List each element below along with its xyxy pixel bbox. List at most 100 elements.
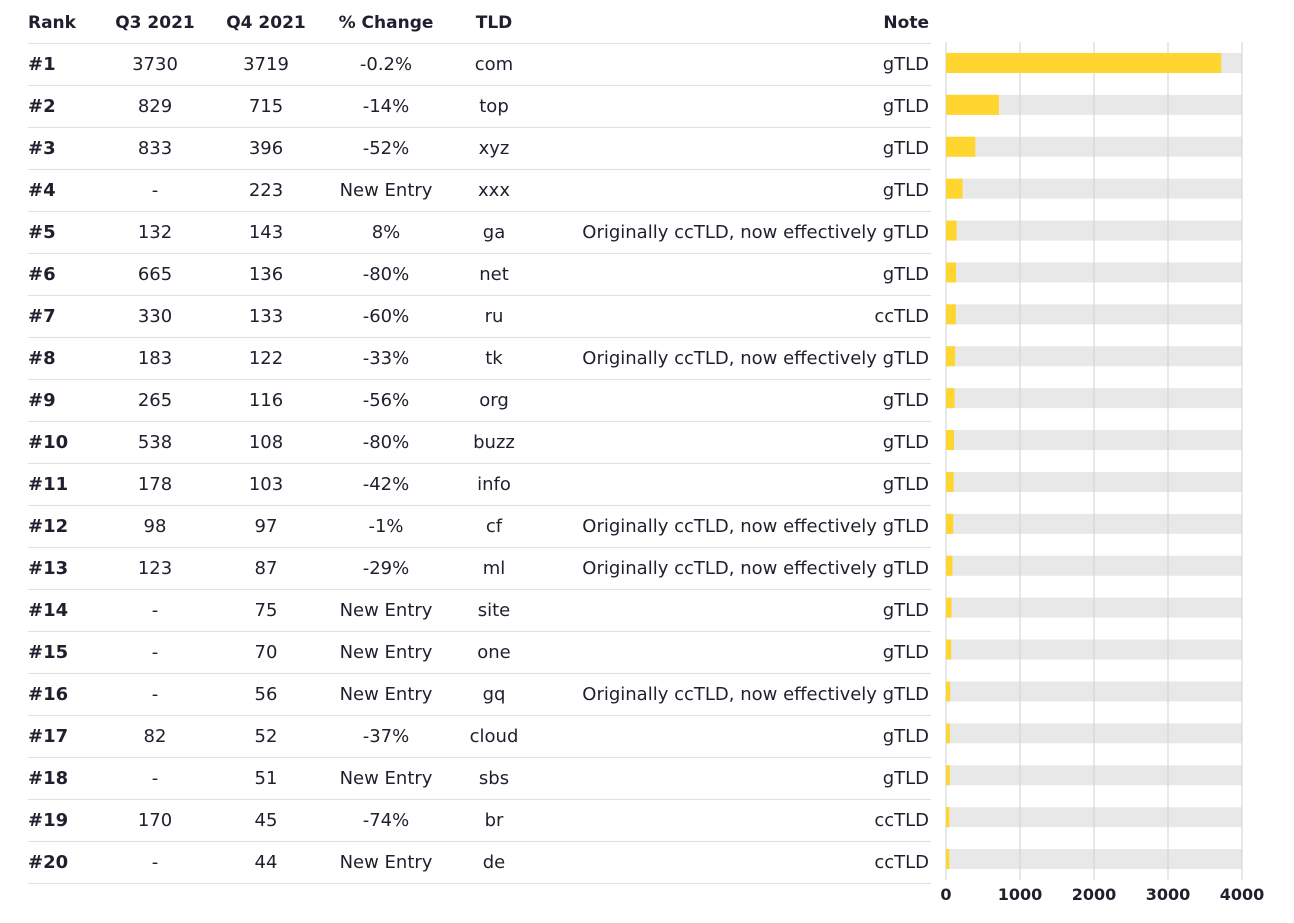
cell-note: gTLD [538, 169, 931, 213]
cell-change: -56% [322, 379, 450, 423]
cell-rank: #4 [28, 169, 100, 213]
cell-tld: ga [450, 211, 538, 255]
bar-one [946, 639, 952, 660]
tld-ranking-table: Rank Q3 2021 Q4 2021 % Change TLD Note #… [28, 2, 931, 885]
cell-tld: ml [450, 547, 538, 591]
cell-note: gTLD [538, 631, 931, 675]
bar-site [946, 597, 952, 618]
cell-q4: 44 [210, 841, 322, 885]
table-row: #20-44 New Entry de ccTLD [28, 841, 931, 885]
cell-tld: xyz [450, 127, 538, 171]
bar-ru [946, 304, 956, 325]
cell-change: -80% [322, 253, 450, 297]
bar-net [946, 262, 957, 283]
cell-rank: #14 [28, 589, 100, 633]
cell-q3: 665 [100, 253, 210, 297]
table-row: #5 132 143 8% ga Originally ccTLD, now effect… [28, 211, 931, 255]
cell-q3: 178 [100, 463, 210, 507]
cell-q3: - [100, 631, 210, 675]
cell-note: gTLD [538, 85, 931, 129]
cell-note: ccTLD [538, 799, 931, 843]
cell-note: gTLD [538, 127, 931, 171]
cell-q3: 833 [100, 127, 210, 171]
cell-change: -52% [322, 127, 450, 171]
bar-ga [946, 220, 957, 241]
cell-change: New Entry [322, 841, 450, 885]
cell-q4: 122 [210, 337, 322, 381]
cell-note: Originally ccTLD, now effectively gTLD [538, 337, 931, 381]
cell-tld: br [450, 799, 538, 843]
cell-change: New Entry [322, 673, 450, 717]
bar-xxx [946, 178, 963, 199]
cell-rank: #6 [28, 253, 100, 297]
cell-tld: info [450, 463, 538, 507]
bar-cloud [946, 723, 950, 744]
cell-q3: 170 [100, 799, 210, 843]
cell-rank: #12 [28, 505, 100, 549]
cell-change: New Entry [322, 589, 450, 633]
table-row: #2 829 715 -14% top gTLD [28, 85, 931, 129]
bar-top [946, 94, 999, 115]
cell-note: gTLD [538, 589, 931, 633]
cell-change: -0.2% [322, 43, 450, 87]
cell-rank: #1 [28, 43, 100, 87]
cell-tld: ru [450, 295, 538, 339]
cell-q4: 715 [210, 85, 322, 129]
bar-info [946, 471, 954, 492]
cell-note: ccTLD [538, 841, 931, 885]
table-row: #8 183 122 -33% tk Originally ccTLD, now effe… [28, 337, 931, 381]
cell-change: 8% [322, 211, 450, 255]
cell-q4: 70 [210, 631, 322, 675]
cell-change: -37% [322, 715, 450, 759]
cell-change: -80% [322, 421, 450, 465]
table-row: #10 538 108 -80% buzz gTLD [28, 421, 931, 465]
cell-note: gTLD [538, 757, 931, 801]
cell-q4: 87 [210, 547, 322, 591]
table-row: #9 265 116 -56% org gTLD [28, 379, 931, 423]
cell-q3: - [100, 673, 210, 717]
table-row: #12 98 97 -1% cf Originally ccTLD, now effect… [28, 505, 931, 549]
cell-change: -29% [322, 547, 450, 591]
x-tick-label: 2000 [1072, 885, 1117, 904]
cell-q3: - [100, 589, 210, 633]
table-row: #19 170 45 -74% br ccTLD [28, 799, 931, 843]
cell-tld: com [450, 43, 538, 87]
q4-bar-chart: 0 1000 2000 3000 4000 [940, 42, 1264, 904]
table-row: #17 82 52 -37% cloud gTLD [28, 715, 931, 759]
cell-tld: xxx [450, 169, 538, 213]
cell-q4: 51 [210, 757, 322, 801]
cell-rank: #19 [28, 799, 100, 843]
cell-q3: 829 [100, 85, 210, 129]
cell-change: New Entry [322, 169, 450, 213]
header-tld: TLD [450, 2, 538, 45]
cell-change: -14% [322, 85, 450, 129]
table-row: #18-51 New Entry sbs gTLD [28, 757, 931, 801]
bar-xyz [946, 136, 976, 157]
cell-tld: cf [450, 505, 538, 549]
cell-rank: #9 [28, 379, 100, 423]
cell-rank: #7 [28, 295, 100, 339]
table-row: #1 3730 3719 -0.2% com gTLD [28, 43, 931, 87]
bar-com [946, 52, 1222, 73]
bar-de [946, 849, 950, 870]
cell-tld: one [450, 631, 538, 675]
cell-note: Originally ccTLD, now effectively gTLD [538, 673, 931, 717]
header-change: % Change [322, 2, 450, 45]
cell-tld: tk [450, 337, 538, 381]
table-row: #6 665 136 -80% net gTLD [28, 253, 931, 297]
cell-q4: 75 [210, 589, 322, 633]
cell-tld: site [450, 589, 538, 633]
cell-q3: 330 [100, 295, 210, 339]
cell-q3: 183 [100, 337, 210, 381]
header-rank: Rank [28, 2, 100, 45]
cell-note: ccTLD [538, 295, 931, 339]
cell-q4: 45 [210, 799, 322, 843]
cell-note: gTLD [538, 253, 931, 297]
table-row: #14-75 New Entry site gTLD [28, 589, 931, 633]
cell-note: gTLD [538, 421, 931, 465]
table-row: #16-56 New Entry gq Originally ccTLD, now e… [28, 673, 931, 717]
table-row: #3 833 396 -52% xyz gTLD [28, 127, 931, 171]
cell-rank: #11 [28, 463, 100, 507]
bar-org [946, 388, 955, 409]
cell-tld: org [450, 379, 538, 423]
